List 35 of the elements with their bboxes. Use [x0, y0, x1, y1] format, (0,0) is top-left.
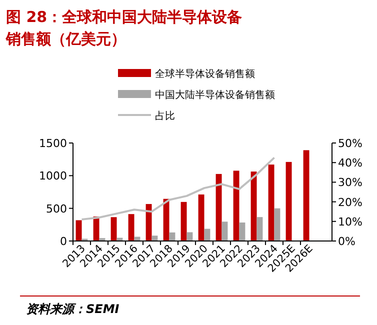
y2-tick-label: 20%: [338, 196, 362, 209]
legend-label: 中国大陆半导体设备销售额: [155, 89, 275, 101]
legend-label: 占比: [155, 110, 175, 122]
bar: [233, 170, 240, 241]
bar: [286, 162, 292, 241]
bar: [256, 217, 263, 241]
bar: [110, 217, 117, 241]
bar: [198, 194, 204, 241]
y-tick-label: 500: [46, 202, 67, 216]
bar: [163, 198, 170, 241]
y-tick-label: 0: [60, 235, 67, 248]
bar: [274, 208, 280, 241]
bar: [186, 232, 193, 241]
bar: [216, 174, 222, 241]
y2-tick-label: 50%: [338, 137, 362, 150]
bar: [180, 202, 187, 241]
bar: [128, 214, 134, 241]
bar: [76, 220, 82, 241]
y2-tick-label: 40%: [338, 156, 362, 170]
legend-label: 全球半导体设备销售额: [155, 68, 255, 80]
text: 资料来源：SEMI: [26, 302, 120, 316]
chart-title: 图 28：全球和中国大陆半导体设备销售额（亿美元）: [5, 8, 242, 48]
bar: [268, 164, 274, 241]
y-tick-label: 1500: [39, 137, 67, 150]
bar: [146, 204, 152, 241]
bar: [93, 216, 100, 241]
y-tick-label: 1000: [39, 170, 67, 183]
line-series: [80, 156, 276, 220]
bar: [250, 172, 257, 241]
y2-tick-label: 0%: [338, 235, 356, 248]
bar: [222, 222, 228, 241]
bar: [239, 222, 246, 241]
y2-tick-label: 30%: [338, 176, 362, 190]
y2-tick-label: 10%: [338, 215, 362, 228]
bar: [303, 150, 310, 241]
